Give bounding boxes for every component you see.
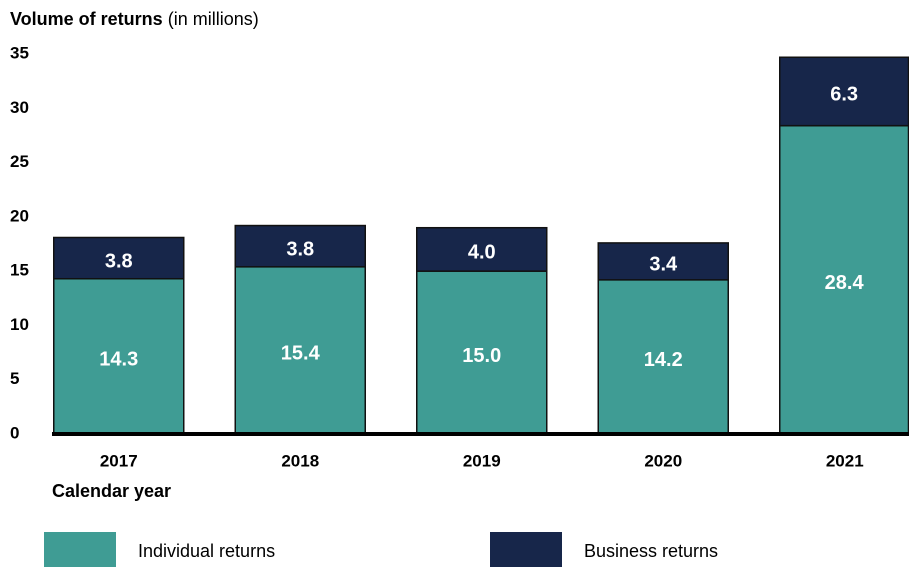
x-tick-label: 2018	[281, 451, 319, 470]
data-label: 14.3	[99, 349, 138, 371]
y-tick-label: 20	[10, 206, 29, 225]
data-label: 15.0	[462, 345, 501, 367]
y-tick-label: 25	[10, 152, 29, 171]
x-tick-label: 2021	[826, 451, 864, 470]
x-tick-label: 2019	[463, 451, 501, 470]
y-tick-label: 35	[10, 43, 29, 62]
bar-segment	[416, 270, 548, 435]
data-label: 3.8	[105, 250, 133, 272]
y-axis-title: Volume of returns (in millions)	[10, 9, 259, 29]
data-label: 14.2	[644, 349, 683, 371]
y-tick-label: 10	[10, 315, 29, 334]
x-axis-label: Calendar year	[52, 481, 171, 501]
x-tick-label: 2020	[644, 451, 682, 470]
data-label: 3.8	[286, 238, 314, 260]
y-tick-label: 0	[10, 423, 19, 442]
data-label: 6.3	[830, 84, 858, 106]
y-axis-label: Volume of returns	[10, 9, 163, 29]
y-tick-label: 30	[10, 98, 29, 117]
legend-label: Business returns	[584, 541, 718, 561]
x-tick-label: 2017	[100, 451, 138, 470]
bar-segment	[53, 277, 185, 435]
legend-swatch	[44, 532, 116, 567]
bar-segment	[234, 224, 366, 268]
y-tick-label: 5	[10, 369, 19, 388]
data-label: 15.4	[281, 343, 321, 365]
legend-swatch	[490, 532, 562, 567]
data-label: 4.0	[468, 242, 496, 264]
data-label: 3.4	[649, 254, 678, 276]
legend-label: Individual returns	[138, 541, 275, 561]
bar-segment	[416, 226, 548, 272]
bar-segment	[779, 56, 909, 127]
data-label: 28.4	[825, 272, 865, 294]
y-tick-label: 15	[10, 261, 29, 280]
bar-segment	[53, 236, 185, 280]
y-axis-unit: (in millions)	[168, 9, 259, 29]
bar-segment	[597, 242, 729, 281]
